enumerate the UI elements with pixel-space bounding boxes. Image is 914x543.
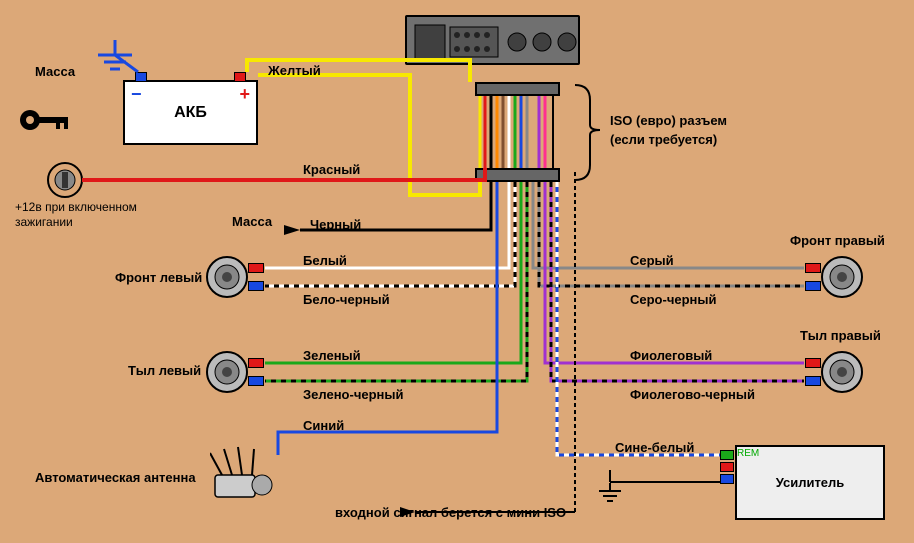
amp-label: Усилитель bbox=[776, 475, 845, 490]
ignition-key-icon bbox=[18, 105, 78, 140]
speaker-rear-left bbox=[205, 350, 249, 394]
label-blue: Синий bbox=[303, 418, 344, 433]
ignition-switch-icon bbox=[45, 160, 85, 200]
iso-connector-top bbox=[475, 82, 560, 96]
terminal-neg bbox=[248, 376, 264, 386]
terminal-neg bbox=[805, 376, 821, 386]
label-white-black: Бело-черный bbox=[303, 292, 390, 307]
terminal-pos bbox=[248, 263, 264, 273]
terminal-pos bbox=[805, 358, 821, 368]
label-gray-black: Серо-черный bbox=[630, 292, 717, 307]
label-rl: Тыл левый bbox=[128, 363, 201, 378]
label-yellow: Желтый bbox=[268, 63, 321, 78]
head-unit bbox=[405, 15, 580, 65]
terminal-rem bbox=[720, 450, 734, 460]
terminal-pos bbox=[720, 462, 734, 472]
iso-connector-bottom bbox=[475, 168, 560, 182]
label-green: Зеленый bbox=[303, 348, 361, 363]
label-iso2: (если требуется) bbox=[610, 132, 717, 147]
label-black: Черный bbox=[310, 217, 361, 232]
speaker-rear-right bbox=[820, 350, 864, 394]
terminal-neg bbox=[720, 474, 734, 484]
label-mass2: Масса bbox=[232, 214, 272, 229]
label-blue-white: Сине-белый bbox=[615, 440, 694, 455]
speaker-front-right bbox=[820, 255, 864, 299]
battery-label: АКБ bbox=[174, 104, 207, 122]
ground-symbol-icon bbox=[90, 40, 140, 80]
label-violet-black: Фиолегово-черный bbox=[630, 387, 755, 402]
label-green-black: Зелено-черный bbox=[303, 387, 403, 402]
label-antenna: Автоматическая антенна bbox=[35, 470, 196, 485]
terminal-pos bbox=[805, 263, 821, 273]
label-rr: Тыл правый bbox=[800, 328, 881, 343]
terminal-pos bbox=[248, 358, 264, 368]
label-rem: REM bbox=[737, 448, 759, 459]
label-ign2: зажигании bbox=[15, 215, 73, 229]
antenna-icon bbox=[210, 445, 280, 505]
label-violet: Фиолеговый bbox=[630, 348, 712, 363]
label-white: Белый bbox=[303, 253, 347, 268]
ground-symbol-amp-icon bbox=[595, 483, 625, 508]
label-red: Красный bbox=[303, 162, 360, 177]
label-signal: входной сигнал берется с мини ISO bbox=[335, 505, 566, 520]
battery: АКБ − + bbox=[123, 80, 258, 145]
label-ground: Масса bbox=[35, 64, 75, 79]
label-ign1: +12в при включенном bbox=[15, 200, 137, 214]
terminal-neg bbox=[805, 281, 821, 291]
label-gray: Серый bbox=[630, 253, 674, 268]
diagram-canvas: АКБ − + bbox=[0, 0, 914, 543]
label-fl: Фронт левый bbox=[115, 270, 202, 285]
label-iso1: ISO (евро) разъем bbox=[610, 113, 727, 128]
terminal-neg bbox=[248, 281, 264, 291]
label-fr: Фронт правый bbox=[790, 233, 885, 248]
speaker-front-left bbox=[205, 255, 249, 299]
